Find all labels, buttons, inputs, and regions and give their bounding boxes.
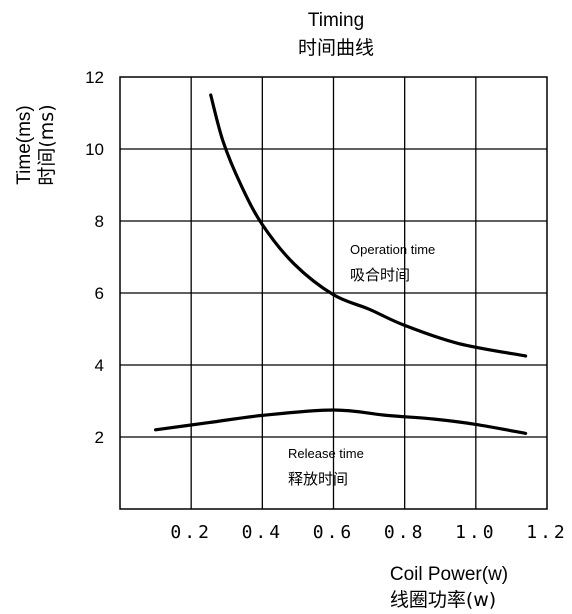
operation-time-label: Operation time	[350, 242, 435, 257]
x-tick-label: 0.8	[384, 522, 426, 543]
y-tick-label: 8	[95, 212, 104, 231]
y-tick-label: 4	[95, 356, 104, 375]
x-axis-label: Coil Power(w)	[390, 564, 508, 585]
x-tick-label: 1.2	[526, 522, 568, 543]
y-axis-label: Time(ms)	[14, 105, 35, 185]
y-tick-label: 12	[85, 68, 104, 87]
release-time-line	[153, 408, 528, 435]
x-axis-label-cn: 线圈功率(w)	[390, 589, 496, 611]
x-tick-label: 1.0	[455, 522, 497, 543]
y-tick-label: 10	[85, 140, 104, 159]
x-tick-label: 0.6	[313, 522, 355, 543]
operation-time-line	[209, 93, 528, 358]
y-axis-label-cn: 时间(ms)	[36, 104, 58, 185]
tick-labels: 0.2 0.4 0.6 0.8 1.0 1.2 2 4 6 8 10 12	[85, 68, 568, 543]
chart-title: Timing	[308, 10, 364, 31]
x-tick-label: 0.2	[170, 522, 212, 543]
release-time-label: Release time	[288, 446, 364, 461]
y-tick-label: 6	[95, 284, 104, 303]
release-time-label-cn: 释放时间	[288, 470, 348, 488]
chart-subtitle: 时间曲线	[298, 37, 374, 59]
x-tick-label: 0.4	[242, 522, 284, 543]
grid	[120, 77, 547, 509]
operation-time-label-cn: 吸合时间	[350, 266, 410, 284]
y-tick-label: 2	[95, 428, 104, 447]
plot-frame	[119, 76, 548, 510]
data-series	[153, 93, 528, 435]
